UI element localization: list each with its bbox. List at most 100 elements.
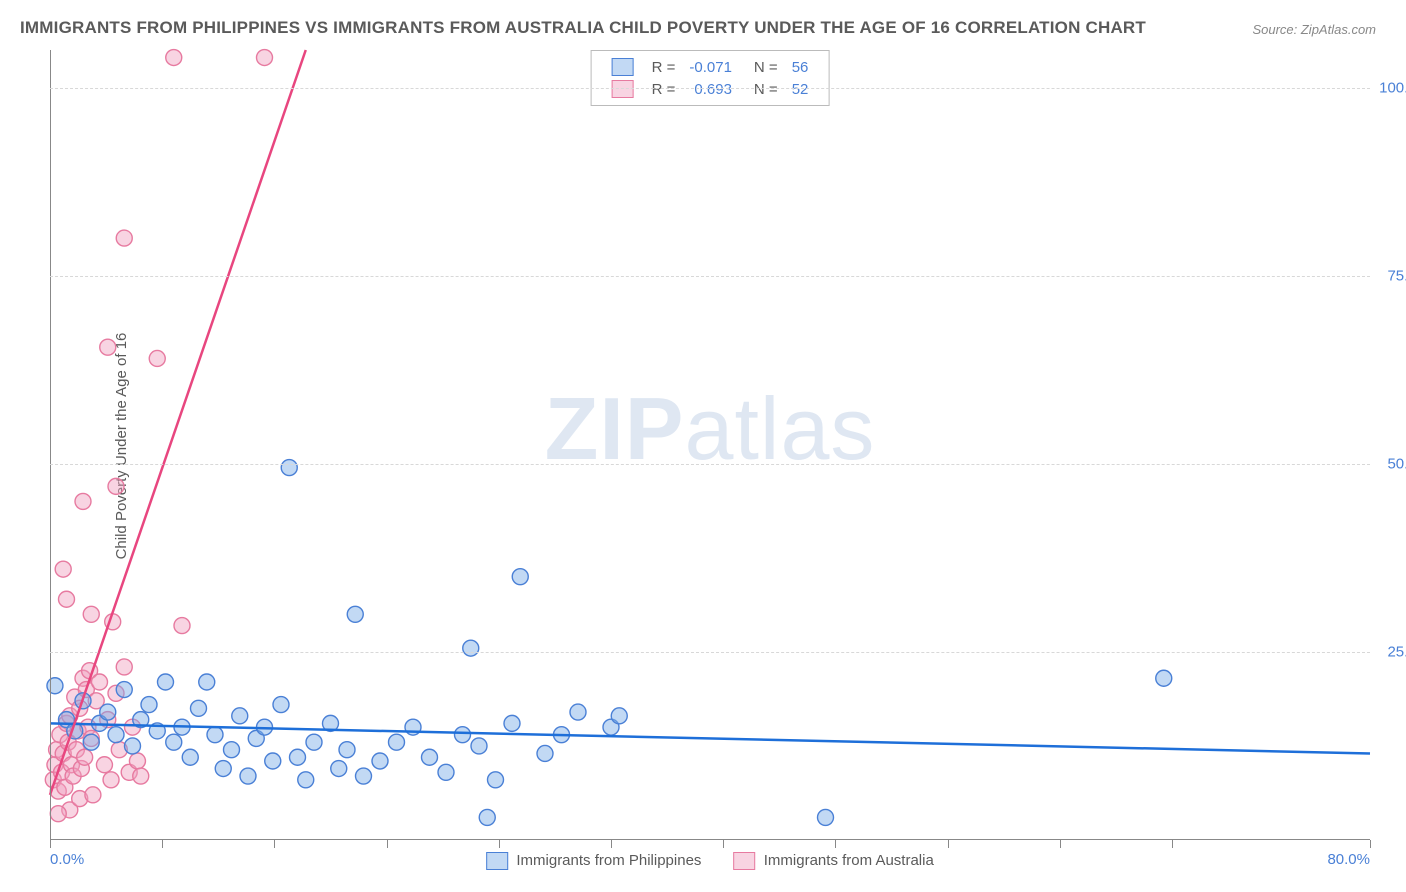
y-tick-label: 25.0% (1375, 643, 1406, 660)
scatter-point (158, 674, 174, 690)
scatter-point (125, 738, 141, 754)
swatch-philippines (612, 58, 634, 76)
scatter-point (103, 772, 119, 788)
scatter-point (389, 734, 405, 750)
scatter-point (570, 704, 586, 720)
scatter-point (504, 715, 520, 731)
scatter-point (59, 591, 75, 607)
scatter-point (108, 478, 124, 494)
scatter-point (133, 768, 149, 784)
scatter-point (215, 761, 231, 777)
scatter-point (96, 757, 112, 773)
scatter-point (116, 659, 132, 675)
scatter-point (356, 768, 372, 784)
x-tick-label: 0.0% (50, 851, 84, 868)
chart-title: IMMIGRANTS FROM PHILIPPINES VS IMMIGRANT… (20, 18, 1146, 38)
legend-row-philippines: R = -0.071 N = 56 (606, 57, 815, 77)
y-tick-label: 50.0% (1375, 455, 1406, 472)
scatter-point (224, 742, 240, 758)
scatter-point (108, 727, 124, 743)
legend-row-australia: R = 0.693 N = 52 (606, 79, 815, 99)
scatter-point (290, 749, 306, 765)
scatter-point (232, 708, 248, 724)
n-value-philippines: 56 (786, 57, 815, 77)
legend-label-australia: Immigrants from Australia (764, 852, 934, 869)
plot-area: ZIPatlas R = -0.071 N = 56 R = 0.693 N =… (50, 50, 1370, 840)
scatter-point (257, 50, 273, 66)
swatch-australia (612, 80, 634, 98)
x-tick (387, 840, 388, 848)
scatter-point (83, 734, 99, 750)
gridline (50, 652, 1370, 653)
x-tick (1172, 840, 1173, 848)
scatter-point (191, 700, 207, 716)
x-tick (274, 840, 275, 848)
gridline (50, 464, 1370, 465)
scatter-point (818, 809, 834, 825)
x-tick (50, 840, 51, 848)
scatter-point (85, 787, 101, 803)
swatch-australia-bottom (734, 852, 756, 870)
scatter-point (471, 738, 487, 754)
scatter-point (537, 745, 553, 761)
scatter-point (488, 772, 504, 788)
y-tick-label: 75.0% (1375, 267, 1406, 284)
scatter-point (479, 809, 495, 825)
scatter-point (306, 734, 322, 750)
scatter-point (1156, 670, 1172, 686)
y-axis (50, 50, 51, 840)
scatter-point (129, 753, 145, 769)
trend-line (50, 50, 306, 795)
scatter-point (83, 606, 99, 622)
x-tick (1060, 840, 1061, 848)
r-value-philippines: -0.071 (683, 57, 738, 77)
scatter-point (463, 640, 479, 656)
scatter-point (182, 749, 198, 765)
source-label: Source: ZipAtlas.com (1252, 22, 1376, 37)
n-value-australia: 52 (786, 79, 815, 99)
scatter-point (92, 674, 108, 690)
scatter-point (298, 772, 314, 788)
legend-stats: R = -0.071 N = 56 R = 0.693 N = 52 (591, 50, 830, 106)
scatter-point (347, 606, 363, 622)
scatter-point (100, 704, 116, 720)
x-tick (162, 840, 163, 848)
scatter-point (339, 742, 355, 758)
scatter-point (166, 50, 182, 66)
scatter-point (422, 749, 438, 765)
scatter-point (116, 230, 132, 246)
scatter-point (512, 569, 528, 585)
scatter-point (240, 768, 256, 784)
scatter-point (100, 339, 116, 355)
scatter-point (174, 618, 190, 634)
x-tick (723, 840, 724, 848)
legend-label-philippines: Immigrants from Philippines (516, 852, 701, 869)
scatter-point (331, 761, 347, 777)
x-tick-label: 80.0% (1327, 851, 1370, 868)
scatter-point (116, 682, 132, 698)
scatter-point (207, 727, 223, 743)
x-tick (499, 840, 500, 848)
y-tick-label: 100.0% (1375, 79, 1406, 96)
x-tick (611, 840, 612, 848)
scatter-point (166, 734, 182, 750)
scatter-point (50, 806, 66, 822)
scatter-point (199, 674, 215, 690)
scatter-point (281, 460, 297, 476)
scatter-point (611, 708, 627, 724)
scatter-point (265, 753, 281, 769)
scatter-point (149, 350, 165, 366)
gridline (50, 88, 1370, 89)
scatter-point (141, 697, 157, 713)
legend-bottom: Immigrants from Philippines Immigrants f… (472, 852, 948, 870)
x-tick (1370, 840, 1371, 848)
scatter-point (438, 764, 454, 780)
scatter-point (55, 561, 71, 577)
scatter-point (455, 727, 471, 743)
scatter-point (273, 697, 289, 713)
chart-svg (50, 50, 1370, 840)
r-value-australia: 0.693 (683, 79, 738, 99)
x-tick (948, 840, 949, 848)
swatch-philippines-bottom (486, 852, 508, 870)
gridline (50, 276, 1370, 277)
